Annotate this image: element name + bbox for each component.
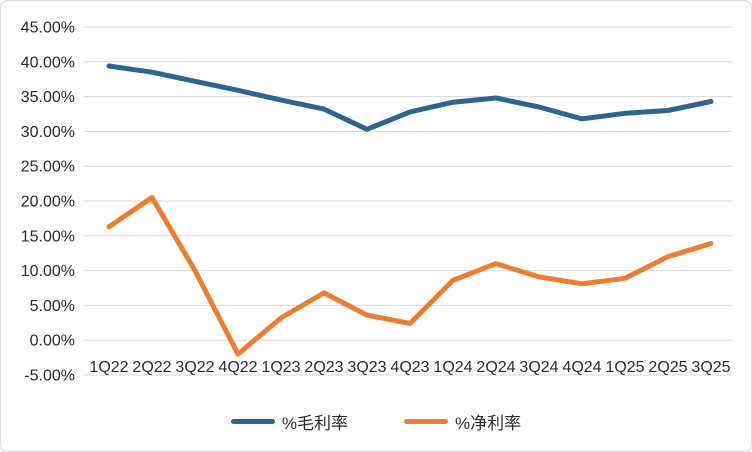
x-axis-tick-label: 2Q24 [476,359,515,376]
y-axis-tick-label: 40.00% [21,54,75,71]
x-axis-tick-label: 4Q23 [390,359,429,376]
x-axis-tick-label: 4Q22 [218,359,257,376]
y-axis-tick-label: 0.00% [30,333,75,350]
y-axis-tick-label: 45.00% [21,20,75,37]
y-axis-tick-label: 35.00% [21,89,75,106]
legend-swatch-gross-margin [230,418,275,424]
x-axis-tick-label: 3Q22 [175,359,214,376]
legend-item-gross-margin: %毛利率 [230,409,348,434]
net-margin-line [106,195,714,357]
x-axis-tick-label: 1Q23 [261,359,300,376]
y-axis-tick-label: 30.00% [21,124,75,141]
x-axis-tick-label: 1Q25 [605,359,644,376]
x-axis-tick-label: 3Q23 [347,359,386,376]
y-axis-tick-label: 5.00% [30,298,75,315]
gross-margin-line [106,63,714,132]
x-axis-tick-label: 2Q22 [132,359,171,376]
legend-label-gross-margin: %毛利率 [281,413,348,433]
legend-item-net-margin: %净利率 [404,409,521,434]
y-axis-tick-label: 15.00% [21,228,75,245]
x-axis-tick-label: 1Q22 [89,359,128,376]
y-axis-tick-label: 25.00% [21,159,75,176]
x-axis-tick-label: 2Q25 [648,359,687,376]
x-axis-tick-label: 3Q25 [691,359,730,376]
legend: %毛利率 %净利率 [1,405,751,437]
y-axis-tick-label: 10.00% [21,263,75,280]
y-axis-tick-label: -5.00% [24,368,75,385]
x-axis-tick-label: 3Q24 [519,359,558,376]
y-axis-tick-label: 20.00% [21,194,75,211]
legend-swatch-net-margin [404,418,448,424]
x-axis-tick-label: 2Q23 [304,359,343,376]
x-axis-tick-label: 4Q24 [562,359,601,376]
legend-label-net-margin: %净利率 [455,413,522,433]
x-axis-tick-label: 1Q24 [433,359,472,376]
